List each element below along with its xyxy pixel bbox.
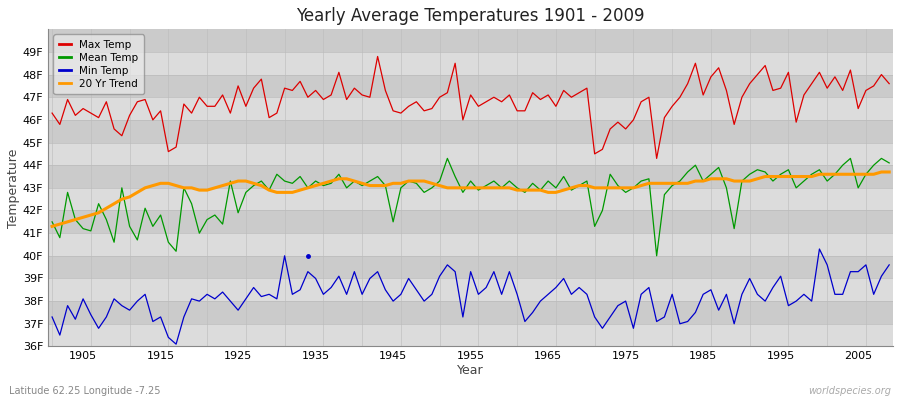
Legend: Max Temp, Mean Temp, Min Temp, 20 Yr Trend: Max Temp, Mean Temp, Min Temp, 20 Yr Tre…: [53, 34, 144, 94]
Bar: [49, 74, 893, 97]
Text: Latitude 62.25 Longitude -7.25: Latitude 62.25 Longitude -7.25: [9, 386, 160, 396]
Bar: [49, 278, 893, 301]
Bar: [49, 256, 893, 278]
Bar: [49, 165, 893, 188]
Title: Yearly Average Temperatures 1901 - 2009: Yearly Average Temperatures 1901 - 2009: [296, 7, 645, 25]
Bar: [49, 97, 893, 120]
Bar: [49, 301, 893, 324]
Text: worldspecies.org: worldspecies.org: [808, 386, 891, 396]
Bar: [49, 210, 893, 233]
Bar: [49, 29, 893, 52]
Bar: [49, 52, 893, 74]
Bar: [49, 324, 893, 346]
Bar: [49, 233, 893, 256]
X-axis label: Year: Year: [457, 364, 484, 377]
Bar: [49, 188, 893, 210]
Bar: [49, 120, 893, 142]
Bar: [49, 142, 893, 165]
Y-axis label: Temperature: Temperature: [7, 148, 20, 228]
